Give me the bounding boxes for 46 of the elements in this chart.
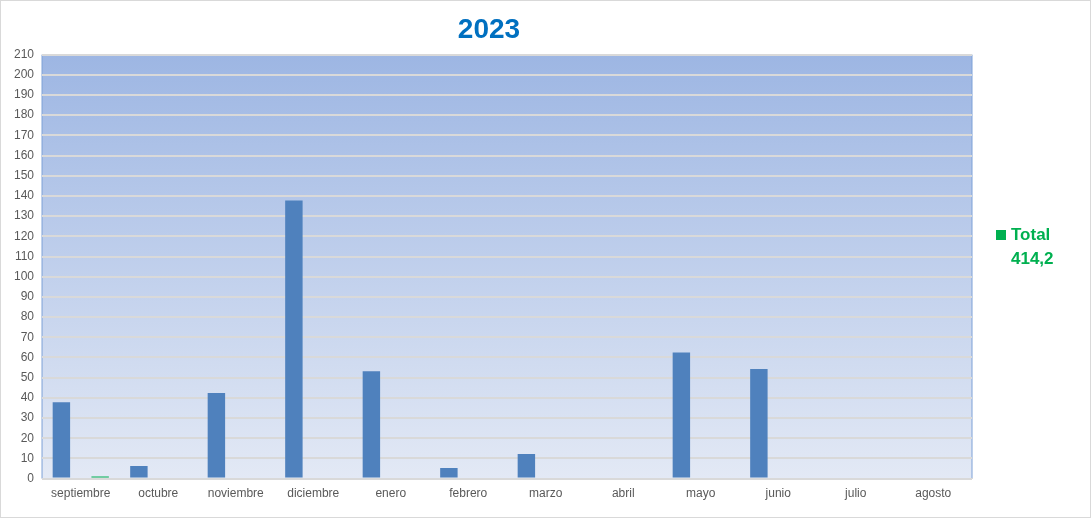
- chart-title: 2023: [457, 12, 521, 44]
- y-tick-label: 50: [20, 369, 35, 384]
- y-tick-label: 20: [20, 430, 35, 445]
- y-tick-label: 40: [20, 390, 35, 405]
- x-tick-label: diciembre: [287, 486, 340, 501]
- x-tick-label: abril: [611, 486, 635, 501]
- x-tick-label: mayo: [686, 486, 716, 501]
- y-tick-label: 130: [13, 208, 35, 223]
- x-tick-label: agosto: [915, 486, 952, 501]
- x-tick-label: noviembre: [207, 486, 265, 501]
- legend-label: Total: [1010, 224, 1052, 246]
- y-tick-label: 150: [13, 168, 35, 183]
- bar: [672, 352, 691, 478]
- y-tick-label: 100: [13, 269, 35, 284]
- y-tick-label: 80: [20, 309, 35, 324]
- x-tick-label: marzo: [529, 486, 563, 501]
- y-tick-label: 120: [13, 228, 35, 243]
- y-tick-label: 30: [20, 410, 35, 425]
- bar: [130, 466, 148, 478]
- y-tick-label: 110: [14, 248, 35, 263]
- x-tick-label: octubre: [138, 486, 179, 501]
- x-tick-label: enero: [375, 486, 407, 501]
- y-tick-label: 140: [13, 188, 35, 203]
- y-tick-label: 60: [20, 349, 35, 364]
- y-tick-label: 0: [27, 470, 35, 485]
- bar: [440, 468, 458, 478]
- y-tick-label: 70: [20, 329, 35, 344]
- bar: [52, 402, 71, 478]
- y-tick-label: 90: [20, 289, 35, 304]
- y-tick-label: 190: [13, 87, 35, 102]
- bar: [750, 368, 768, 478]
- x-tick-label: septiembre: [51, 486, 111, 501]
- text: 414,2: [1010, 248, 1054, 270]
- y-tick-label: 160: [13, 147, 35, 162]
- y-tick-label: 10: [20, 450, 35, 465]
- y-tick-label: 170: [13, 127, 35, 142]
- y-tick-label: 210: [13, 46, 35, 61]
- y-tick-label: 180: [13, 107, 35, 122]
- y-tick-label: 200: [13, 67, 35, 82]
- x-tick-label: febrero: [449, 486, 488, 501]
- bar: [517, 453, 536, 478]
- bar: [362, 371, 381, 478]
- x-tick-label: julio: [844, 486, 867, 501]
- bar: [207, 392, 226, 478]
- x-tick-label: junio: [764, 486, 792, 501]
- bar: [285, 200, 303, 478]
